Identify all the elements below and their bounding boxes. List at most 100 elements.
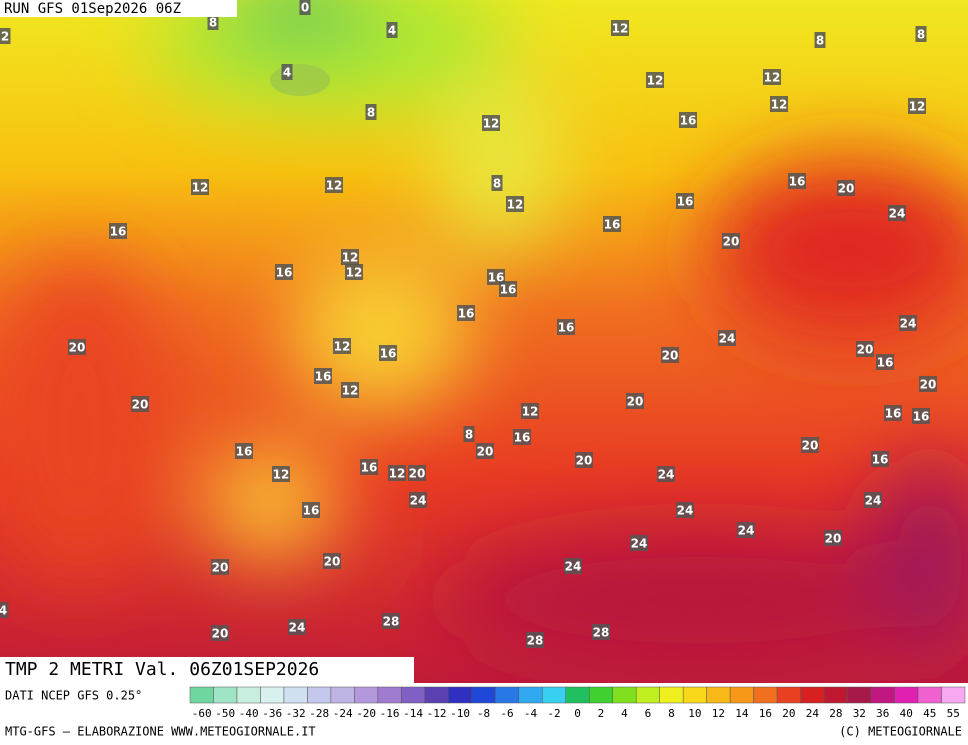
label-text: 16 bbox=[276, 266, 293, 280]
scale-label: 4 bbox=[621, 707, 628, 720]
scale-label: -20 bbox=[356, 707, 376, 720]
label-text: 4 bbox=[388, 24, 396, 38]
label-text: 16 bbox=[380, 347, 397, 361]
isotherm-label: 16 bbox=[314, 368, 332, 384]
label-text: 16 bbox=[877, 356, 894, 370]
isotherm-label: 16 bbox=[513, 429, 531, 445]
isotherm-label: 8 bbox=[915, 26, 927, 42]
scale-label: 14 bbox=[735, 707, 749, 720]
isotherm-label: 12 bbox=[388, 465, 406, 481]
scale-swatch bbox=[729, 686, 754, 704]
isotherm-label: 20 bbox=[323, 553, 341, 569]
run-label: RUN GFS 01Sep2026 06Z bbox=[4, 1, 181, 17]
label-text: 16 bbox=[361, 461, 378, 475]
isotherm-label: 24 bbox=[718, 330, 736, 346]
scale-label: 28 bbox=[829, 707, 842, 720]
isotherm-label: 28 bbox=[592, 624, 610, 640]
label-text: 4 bbox=[283, 66, 291, 80]
label-box bbox=[341, 382, 359, 398]
label-box bbox=[272, 466, 290, 482]
label-box bbox=[388, 465, 406, 481]
isotherm-label: 12 bbox=[333, 338, 351, 354]
label-box bbox=[679, 112, 697, 128]
label-text: 16 bbox=[677, 195, 694, 209]
isotherm-label: 24 bbox=[676, 502, 694, 518]
label-text: 16 bbox=[872, 453, 889, 467]
label-text: 12 bbox=[612, 22, 629, 36]
label-box bbox=[491, 175, 503, 191]
label-box bbox=[912, 408, 930, 424]
label-text: 16 bbox=[913, 410, 930, 424]
scale-swatch bbox=[213, 686, 238, 704]
label-box bbox=[314, 368, 332, 384]
label-text: 24 bbox=[658, 468, 675, 482]
label-box bbox=[482, 115, 500, 131]
label-box bbox=[365, 104, 377, 120]
label-text: 8 bbox=[493, 177, 501, 191]
source: DATI NCEP GFS 0.25° bbox=[5, 689, 142, 703]
isotherm-label: 4 bbox=[0, 602, 9, 618]
scale-swatch bbox=[354, 686, 379, 704]
scale-label: -24 bbox=[333, 707, 353, 720]
label-text: 16 bbox=[315, 370, 332, 384]
isotherm-label: 12 bbox=[646, 72, 664, 88]
isotherm-label: 20 bbox=[68, 339, 86, 355]
label-text: 20 bbox=[838, 182, 855, 196]
isotherm-label: 20 bbox=[801, 437, 819, 453]
scale-swatch bbox=[518, 686, 543, 704]
label-text: 12 bbox=[346, 266, 363, 280]
label-text: 28 bbox=[593, 626, 610, 640]
scale-label: 36 bbox=[876, 707, 889, 720]
isotherm-label: 16 bbox=[679, 112, 697, 128]
isotherm-label: 12 bbox=[272, 466, 290, 482]
label-box bbox=[657, 466, 675, 482]
scale-label: 32 bbox=[853, 707, 866, 720]
label-text: 12 bbox=[507, 198, 524, 212]
isotherm-label: 16 bbox=[912, 408, 930, 424]
scale-swatch bbox=[283, 686, 308, 704]
isotherm-label: 12 bbox=[908, 98, 926, 114]
iceland bbox=[270, 64, 330, 96]
label-text: 0 bbox=[301, 1, 309, 15]
label-text: 24 bbox=[900, 317, 917, 331]
label-box bbox=[915, 26, 927, 42]
label-box bbox=[718, 330, 736, 346]
label-box bbox=[856, 341, 874, 357]
label-box bbox=[871, 451, 889, 467]
label-text: 24 bbox=[631, 537, 648, 551]
label-text: 20 bbox=[576, 454, 593, 468]
label-text: 12 bbox=[771, 98, 788, 112]
scale-label: 2 bbox=[598, 707, 605, 720]
isotherm-label: 12 bbox=[611, 20, 629, 36]
scale-label: -32 bbox=[286, 707, 306, 720]
isotherm-label: 24 bbox=[288, 619, 306, 635]
isotherm-label: 16 bbox=[360, 459, 378, 475]
label-box bbox=[626, 393, 644, 409]
label-box bbox=[68, 339, 86, 355]
label-box bbox=[526, 632, 544, 648]
scale-swatch bbox=[377, 686, 402, 704]
scale-swatch bbox=[800, 686, 825, 704]
isotherm-label: 16 bbox=[871, 451, 889, 467]
label-box bbox=[409, 492, 427, 508]
label-text: 2 bbox=[1, 30, 9, 44]
label-text: 12 bbox=[342, 251, 359, 265]
isotherm-label: 16 bbox=[302, 502, 320, 518]
map-title: TMP 2 METRI Val. 06Z01SEP2026 bbox=[5, 659, 319, 680]
isotherm-label: 16 bbox=[109, 223, 127, 239]
scale-label: -16 bbox=[380, 707, 400, 720]
label-box bbox=[325, 177, 343, 193]
label-box bbox=[463, 426, 475, 442]
isotherm-label: 2 bbox=[0, 28, 11, 44]
label-text: 24 bbox=[289, 621, 306, 635]
label-box bbox=[191, 179, 209, 195]
label-box bbox=[207, 14, 219, 30]
scale-label: -40 bbox=[239, 707, 259, 720]
scale-swatch bbox=[706, 686, 731, 704]
isotherm-label: 16 bbox=[884, 405, 902, 421]
label-text: 16 bbox=[514, 431, 531, 445]
isotherm-label: 16 bbox=[557, 319, 575, 335]
isotherm-label: 8 bbox=[463, 426, 475, 442]
